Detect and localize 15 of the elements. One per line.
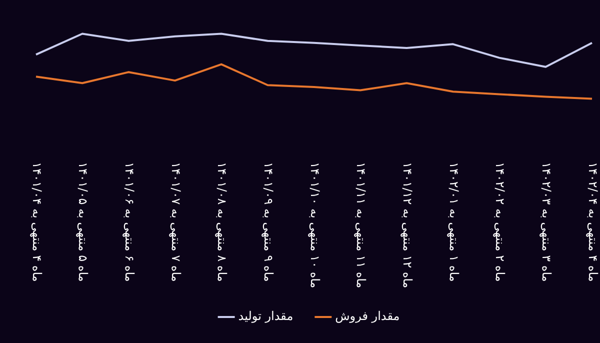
x-tick-label: ماه ۸ منتهی به ۱۴۰۱/۰۸ [215, 162, 230, 282]
x-tick-label: ماه ۳ منتهی به ۱۴۰۲/۰۳ [540, 162, 554, 282]
legend-label: مقدار تولید [238, 309, 294, 324]
x-tick-label: ماه ۵ منتهی به ۱۴۰۱/۰۵ [76, 162, 90, 282]
x-tick-label: ماه ۱ منتهی به ۱۴۰۲/۰۱ [446, 162, 461, 282]
x-tick-label: ماه ۷ منتهی به ۱۴۰۱/۰۷ [168, 162, 183, 282]
x-tick-label: ماه ۱۱ منتهی به ۱۴۰۱/۱۱ [354, 162, 368, 288]
x-tick-label: ماه ۹ منتهی به ۱۴۰۱/۰۹ [262, 162, 276, 282]
x-tick-label: ماه ۶ منتهی به ۱۴۰۱/۰۶ [122, 162, 137, 282]
x-tick-label: ماه ۲ منتهی به ۱۴۰۲/۰۲ [493, 162, 508, 282]
legend-label: مقدار فروش [335, 309, 400, 324]
x-tick-label: ماه ۱۰ منتهی به ۱۴۰۱/۱۰ [308, 162, 322, 288]
x-tick-label: ماه ۴ منتهی به ۱۴۰۲/۰۴ [586, 162, 600, 282]
x-tick-label: ماه ۱۲ منتهی به ۱۴۰۱/۱۲ [400, 162, 415, 288]
x-tick-label: ماه ۴ منتهی به ۱۴۰۱/۰۴ [30, 162, 44, 282]
